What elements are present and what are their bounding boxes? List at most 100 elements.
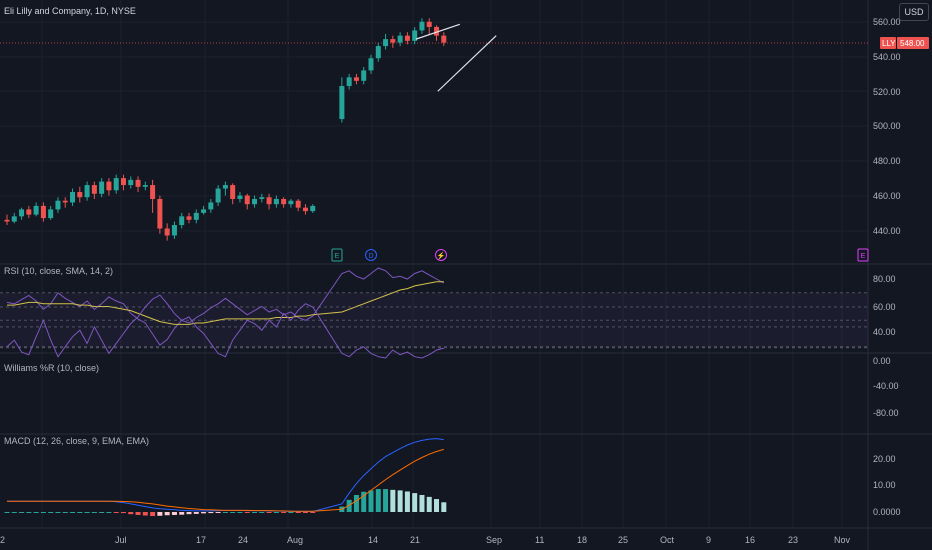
candle-body — [237, 195, 243, 199]
candle-body — [135, 179, 141, 187]
macd-histogram-bar — [397, 490, 403, 512]
macd-histogram-bar — [368, 490, 374, 512]
time-tick: Jul — [115, 535, 127, 545]
macd-histogram-bar — [266, 512, 272, 513]
williams-r-title: Williams %R (10, close) — [4, 363, 99, 373]
macd-histogram-bar — [383, 489, 389, 512]
candle-body — [339, 86, 345, 120]
candle-body — [281, 198, 287, 205]
candle-body — [310, 205, 316, 212]
macd-histogram-bar — [120, 512, 126, 514]
williams-r-tick: -80.00 — [873, 408, 899, 418]
candle-body — [383, 39, 389, 47]
macd-histogram-bar — [62, 512, 68, 513]
candle-body — [375, 46, 381, 59]
macd-histogram-bar — [40, 512, 46, 513]
candle-body — [26, 209, 32, 215]
rsi-pane[interactable] — [0, 267, 868, 349]
candle-body — [150, 185, 156, 199]
macd-histogram-bar — [215, 512, 221, 513]
macd-histogram-bar — [19, 512, 25, 513]
candle-body — [252, 198, 258, 205]
trendline — [415, 23, 460, 40]
candle-body — [171, 225, 177, 236]
macd-histogram-bar — [252, 512, 258, 513]
candle-body — [164, 228, 170, 236]
price-tick: 560.00 — [873, 17, 901, 27]
macd-histogram-bar — [230, 512, 236, 513]
macd-histogram-bar — [4, 512, 10, 513]
candle-body — [106, 181, 112, 191]
macd-histogram-bar — [434, 499, 440, 512]
candle-body — [11, 216, 17, 222]
macd-histogram-bar — [179, 512, 185, 515]
macd-histogram-bar — [281, 512, 287, 513]
price-tick: 500.00 — [873, 121, 901, 131]
candlestick-series[interactable] — [4, 18, 447, 241]
time-tick: 16 — [745, 535, 755, 545]
macd-tick: 0.0000 — [873, 507, 901, 517]
macd-histogram-bar — [91, 512, 97, 513]
macd-histogram-bar — [157, 512, 163, 516]
candle-body — [201, 209, 207, 213]
candle-body — [193, 212, 199, 220]
currency-button[interactable]: USD — [899, 3, 929, 21]
event-marker-label: D — [368, 253, 373, 260]
candle-body — [288, 200, 294, 205]
williams-r-line — [6, 294, 444, 359]
time-tick: 25 — [618, 535, 628, 545]
candle-body — [346, 77, 352, 87]
macd-tick: 20.00 — [873, 454, 896, 464]
macd-histogram-bar — [150, 512, 156, 517]
macd-histogram-bar — [142, 512, 148, 516]
williams-r-tick: -40.00 — [873, 381, 899, 391]
candle-body — [62, 200, 68, 203]
macd-histogram-bar — [441, 502, 447, 512]
trendline — [437, 35, 497, 92]
time-tick: 11 — [535, 535, 544, 545]
candle-body — [128, 179, 134, 186]
event-markers[interactable]: E D ⚡ E — [331, 248, 869, 262]
candle-body — [186, 216, 192, 220]
macd-histogram-bar — [33, 512, 39, 513]
macd-histogram-bar — [346, 499, 352, 512]
dividend-icon: D — [365, 249, 377, 261]
macd-title: MACD (12, 26, close, 9, EMA, EMA) — [4, 436, 149, 446]
macd-axis: 20.00 10.00 0.0000 — [873, 454, 901, 517]
candle-body — [295, 200, 301, 208]
macd-histogram-bar — [113, 512, 119, 513]
time-tick: Oct — [660, 535, 675, 545]
event-marker-label: E — [335, 253, 340, 260]
williams-r-pane[interactable] — [0, 294, 868, 359]
time-tick: Sep — [486, 535, 502, 545]
candle-body — [19, 209, 25, 217]
time-tick: 9 — [706, 535, 711, 545]
macd-pane[interactable] — [4, 438, 447, 517]
price-axis[interactable]: 560.00 540.00 520.00 500.00 480.00 460.0… — [873, 17, 901, 236]
williams-r-tick: 0.00 — [873, 356, 891, 366]
candle-body — [179, 216, 185, 226]
macd-histogram-bar — [237, 512, 243, 513]
candle-body — [77, 192, 83, 198]
candle-body — [48, 209, 54, 219]
candle-body — [353, 77, 359, 81]
candle-body — [208, 202, 214, 210]
time-tick: 17 — [196, 535, 206, 545]
macd-histogram-bar — [99, 512, 105, 513]
earnings-icon: E — [857, 248, 869, 262]
candle-body — [426, 21, 432, 27]
candle-body — [4, 219, 10, 222]
macd-histogram-bar — [201, 512, 207, 514]
candle-body — [404, 35, 410, 41]
candle-body — [230, 185, 236, 199]
rsi-tick: 80.00 — [873, 274, 896, 284]
candle-body — [368, 58, 374, 71]
price-tick: 460.00 — [873, 191, 901, 201]
macd-histogram-bar — [295, 512, 301, 513]
macd-histogram-bar — [70, 512, 76, 513]
time-axis[interactable]: 2 Jul 17 24 Aug 14 21 Sep 11 18 25 Oct 9… — [0, 535, 851, 545]
candle-body — [70, 192, 76, 203]
symbol-title: Eli Lilly and Company, 1D, NYSE — [4, 6, 136, 16]
trendline-channel[interactable] — [415, 23, 497, 92]
